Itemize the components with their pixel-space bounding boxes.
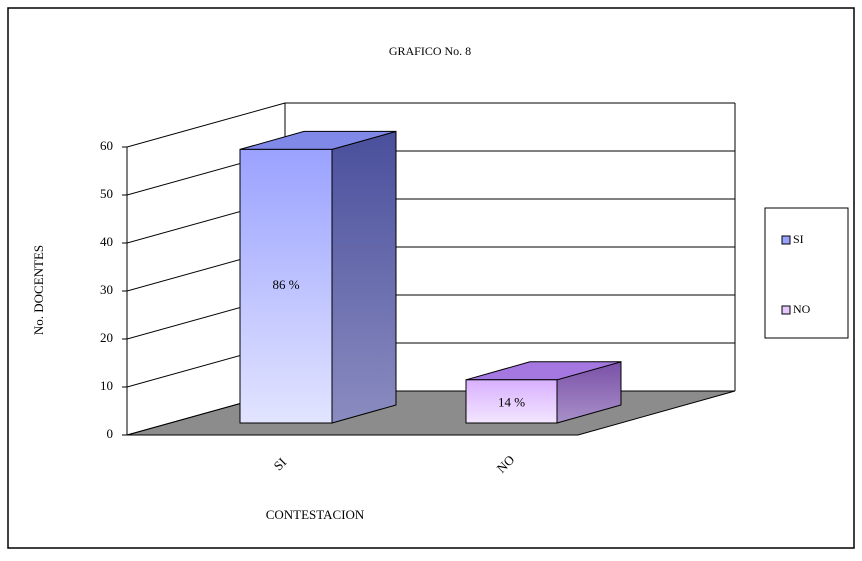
y-axis-label: No. DOCENTES xyxy=(31,245,46,335)
y-tick-label: 0 xyxy=(107,426,114,441)
bar xyxy=(239,148,333,424)
legend-label: NO xyxy=(793,302,811,316)
bar-annotation: 86 % xyxy=(272,277,299,292)
y-tick-label: 40 xyxy=(100,234,113,249)
y-tick-label: 60 xyxy=(100,138,113,153)
y-tick-label: 20 xyxy=(100,330,113,345)
bar-annotation: 14 % xyxy=(498,394,525,409)
legend-swatch xyxy=(781,305,791,315)
y-tick-label: 50 xyxy=(100,186,113,201)
grid-line xyxy=(126,102,735,148)
x-axis-label: CONTESTACION xyxy=(266,507,365,522)
y-tick-label: 30 xyxy=(100,282,113,297)
legend-label: SI xyxy=(793,232,804,246)
bar-side xyxy=(331,130,397,424)
bar xyxy=(465,379,558,424)
chart-title: GRAFICO No. 8 xyxy=(389,44,471,58)
legend xyxy=(764,207,849,339)
frame xyxy=(7,7,855,549)
y-tick-label: 10 xyxy=(100,378,113,393)
legend-swatch xyxy=(781,235,791,245)
